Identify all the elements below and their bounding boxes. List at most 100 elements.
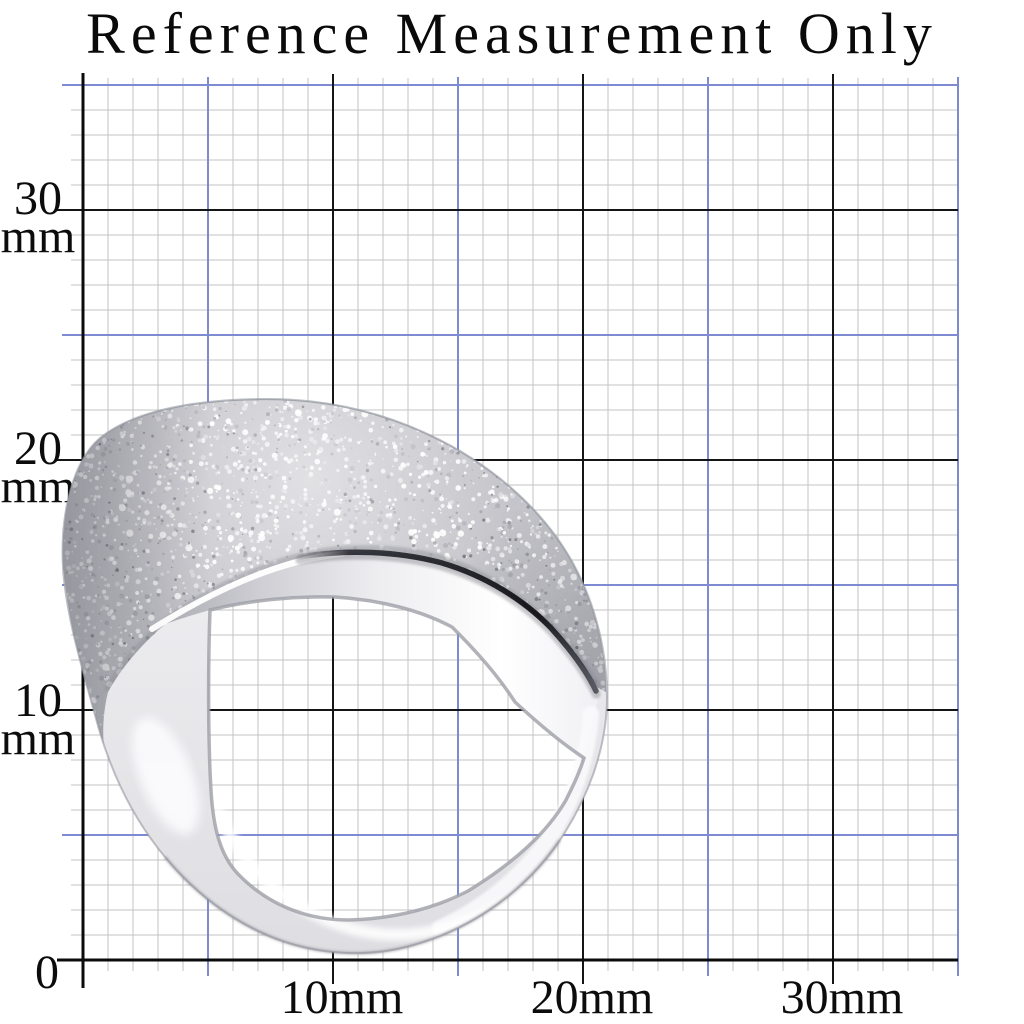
pave-sparkle (270, 655, 275, 660)
pave-sparkle (268, 639, 271, 642)
pave-sparkle (341, 768, 343, 770)
pave-sparkle (77, 741, 81, 744)
pave-sparkle (373, 637, 377, 640)
pave-sparkle (461, 662, 466, 668)
pave-sparkle (79, 772, 80, 773)
pave-sparkle (584, 502, 589, 508)
pave-sparkle (546, 454, 551, 459)
pave-sparkle (201, 398, 206, 401)
pave-sparkle (603, 765, 607, 769)
pave-sparkle (474, 696, 476, 699)
pave-sparkle (285, 637, 287, 639)
pave-sparkle (540, 510, 545, 514)
pave-sparkle (577, 548, 582, 554)
pave-sparkle (348, 663, 353, 668)
pave-sparkle (480, 729, 482, 731)
pave-sparkle (393, 646, 398, 652)
pave-sparkle (572, 546, 576, 551)
pave-sparkle (315, 662, 320, 667)
pave-sparkle (226, 642, 230, 647)
pave-sparkle (353, 637, 357, 641)
pave-sparkle (410, 696, 414, 700)
pave-sparkle (433, 675, 438, 679)
pave-sparkle (328, 657, 331, 660)
pave-sparkle (493, 767, 495, 769)
pave-sparkle (390, 401, 394, 405)
pave-sparkle (219, 698, 222, 701)
pave-sparkle (427, 398, 432, 403)
pave-sparkle (375, 766, 380, 771)
pave-sparkle (520, 741, 525, 746)
pave-sparkle (466, 769, 470, 773)
pave-sparkle (263, 602, 267, 606)
pave-sparkle (561, 463, 568, 469)
pave-sparkle (395, 750, 399, 755)
pave-sparkle (502, 770, 503, 771)
pave-sparkle (215, 655, 220, 660)
pave-sparkle (386, 643, 388, 646)
pave-sparkle (76, 678, 80, 682)
pave-sparkle (494, 421, 498, 425)
pave-sparkle (342, 692, 346, 697)
pave-sparkle (493, 753, 498, 759)
pave-sparkle (543, 501, 548, 505)
pave-sparkle (593, 548, 595, 551)
pave-sparkle (360, 650, 364, 654)
pave-sparkle (416, 696, 421, 701)
pave-sparkle (218, 662, 222, 666)
pave-sparkle (560, 760, 565, 764)
pave-sparkle (318, 690, 323, 696)
pave-sparkle (566, 538, 571, 542)
pave-sparkle (70, 444, 76, 450)
pave-sparkle (338, 686, 341, 689)
pave-sparkle (71, 768, 74, 771)
y-axis-label-20-value: 20 (14, 422, 62, 475)
pave-sparkle (283, 726, 288, 730)
pave-sparkle (239, 746, 243, 751)
pave-sparkle (438, 739, 443, 744)
pave-sparkle (85, 704, 88, 707)
pave-sparkle (321, 605, 325, 609)
pave-sparkle (542, 447, 545, 450)
pave-sparkle (296, 599, 301, 604)
pave-sparkle (445, 765, 449, 769)
pave-sparkle (289, 668, 292, 672)
pave-sparkle (521, 423, 526, 428)
hole-inner-edge-line (206, 595, 587, 922)
pave-sparkle (337, 653, 342, 659)
pave-sparkle (476, 447, 481, 451)
pave-sparkle (219, 639, 225, 644)
pave-sparkle (596, 474, 598, 476)
pave-sparkle (251, 625, 256, 630)
pave-sparkle (334, 622, 337, 624)
pave-sparkle (274, 725, 279, 730)
pave-sparkle (317, 749, 323, 754)
pave-sparkle (412, 613, 418, 619)
pave-sparkle (501, 770, 506, 775)
pave-sparkle (270, 751, 275, 756)
pave-sparkle (573, 429, 576, 433)
pave-sparkle (325, 660, 329, 664)
pave-sparkle (447, 741, 452, 746)
pave-sparkle (272, 743, 275, 745)
pave-sparkle (439, 679, 444, 684)
pave-sparkle (476, 400, 480, 404)
pave-sparkle (219, 772, 221, 774)
pave-sparkle (86, 727, 90, 732)
pave-sparkle (377, 739, 380, 742)
pave-sparkle (479, 767, 482, 770)
pave-sparkle (379, 716, 383, 720)
pave-sparkle (342, 740, 346, 744)
pave-sparkle (287, 656, 290, 659)
pave-sparkle (141, 398, 147, 403)
pave-sparkle (514, 452, 516, 454)
pave-sparkle (568, 516, 572, 519)
pave-sparkle (376, 677, 382, 683)
pave-sparkle (524, 753, 528, 757)
pave-sparkle (492, 724, 497, 728)
pave-sparkle (274, 700, 277, 703)
pave-sparkle (309, 398, 313, 400)
pave-sparkle (121, 398, 126, 401)
pave-sparkle (429, 651, 431, 654)
